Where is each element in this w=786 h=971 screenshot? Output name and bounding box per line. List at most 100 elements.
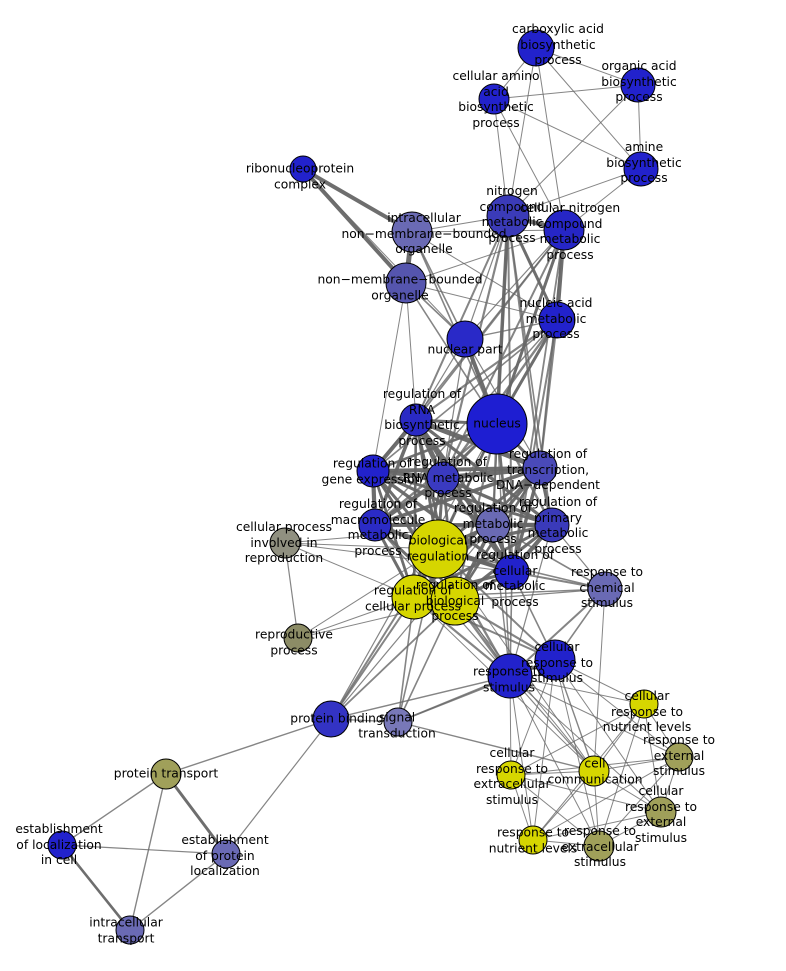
graph-node[interactable] <box>391 211 433 253</box>
edge <box>371 469 495 527</box>
edge <box>535 47 642 170</box>
node-layer <box>47 29 694 945</box>
edge <box>532 811 662 841</box>
edge <box>301 167 414 234</box>
edge <box>509 675 662 813</box>
edge <box>507 47 537 217</box>
edge <box>495 228 566 426</box>
graph-node[interactable] <box>466 393 528 455</box>
edge <box>330 596 415 720</box>
graph-node[interactable] <box>518 825 548 855</box>
edge <box>330 600 456 720</box>
edge <box>554 659 662 813</box>
edge <box>493 98 565 231</box>
graph-node[interactable] <box>312 700 350 738</box>
graph-node[interactable] <box>399 403 433 437</box>
graph-node[interactable] <box>620 67 656 103</box>
graph-node[interactable] <box>538 301 576 339</box>
edge <box>405 229 565 284</box>
edge <box>507 84 639 217</box>
graph-node[interactable] <box>522 450 558 486</box>
edge <box>372 282 407 472</box>
edge <box>598 703 645 847</box>
edge <box>415 215 509 421</box>
graph-node[interactable] <box>517 29 555 67</box>
edge <box>301 167 408 285</box>
edge <box>60 843 132 932</box>
edge <box>598 756 680 847</box>
graph-node[interactable] <box>534 639 576 681</box>
edge <box>405 282 558 321</box>
graph-node[interactable] <box>475 507 511 543</box>
edge <box>330 548 439 720</box>
edge <box>509 675 645 705</box>
graph-node[interactable] <box>47 830 77 860</box>
graph-node[interactable] <box>446 320 484 358</box>
graph-node[interactable] <box>408 519 468 579</box>
edge <box>509 675 534 841</box>
graph-node[interactable] <box>283 623 313 653</box>
edge <box>510 774 662 813</box>
graph-node[interactable] <box>664 742 694 772</box>
graph-node[interactable] <box>391 574 437 620</box>
edge <box>225 718 332 855</box>
graph-node[interactable] <box>629 689 659 719</box>
graph-node[interactable] <box>496 760 526 790</box>
graph-node[interactable] <box>289 155 317 183</box>
graph-node[interactable] <box>430 576 480 626</box>
graph-node[interactable] <box>583 830 615 862</box>
graph-node[interactable] <box>358 508 392 542</box>
graph-node[interactable] <box>269 527 301 559</box>
graph-node[interactable] <box>486 194 530 238</box>
edge <box>554 659 680 758</box>
graph-node[interactable] <box>478 83 510 115</box>
edge <box>412 418 418 599</box>
edge <box>164 772 228 856</box>
edge <box>532 659 556 841</box>
graph-node[interactable] <box>645 796 677 828</box>
edge <box>496 423 511 677</box>
edge <box>330 675 511 720</box>
edge <box>454 588 606 602</box>
graph-node[interactable] <box>150 758 182 790</box>
edge <box>284 542 299 639</box>
graph-node[interactable] <box>587 571 623 607</box>
edge <box>464 229 565 340</box>
graph-node[interactable] <box>385 262 427 304</box>
graph-node[interactable] <box>534 507 570 543</box>
edge <box>507 168 642 217</box>
edge <box>509 524 553 677</box>
graph-node[interactable] <box>487 653 533 699</box>
edge <box>284 542 513 573</box>
edge <box>511 319 558 573</box>
graph-node[interactable] <box>623 151 659 187</box>
edge <box>535 47 565 231</box>
edge <box>492 524 511 677</box>
edge <box>510 703 645 776</box>
edge <box>493 84 639 100</box>
edge <box>414 318 559 422</box>
edge <box>61 844 227 855</box>
graph-node[interactable] <box>115 915 145 945</box>
edge <box>302 168 466 340</box>
graph-node[interactable] <box>578 755 610 787</box>
edge <box>284 542 415 598</box>
edge <box>510 774 600 847</box>
edge <box>330 423 498 720</box>
edge <box>397 721 595 772</box>
graph-node[interactable] <box>356 454 390 488</box>
edge <box>165 718 332 775</box>
edge <box>129 773 167 931</box>
graph-node[interactable] <box>383 707 413 737</box>
graph-node[interactable] <box>211 839 241 869</box>
edge <box>510 659 556 776</box>
graph-node[interactable] <box>494 554 530 590</box>
edge <box>492 524 606 590</box>
graph-node[interactable] <box>426 461 460 495</box>
edge <box>411 231 558 321</box>
edge <box>493 98 642 170</box>
edge <box>554 659 600 847</box>
graph-node[interactable] <box>543 209 585 251</box>
